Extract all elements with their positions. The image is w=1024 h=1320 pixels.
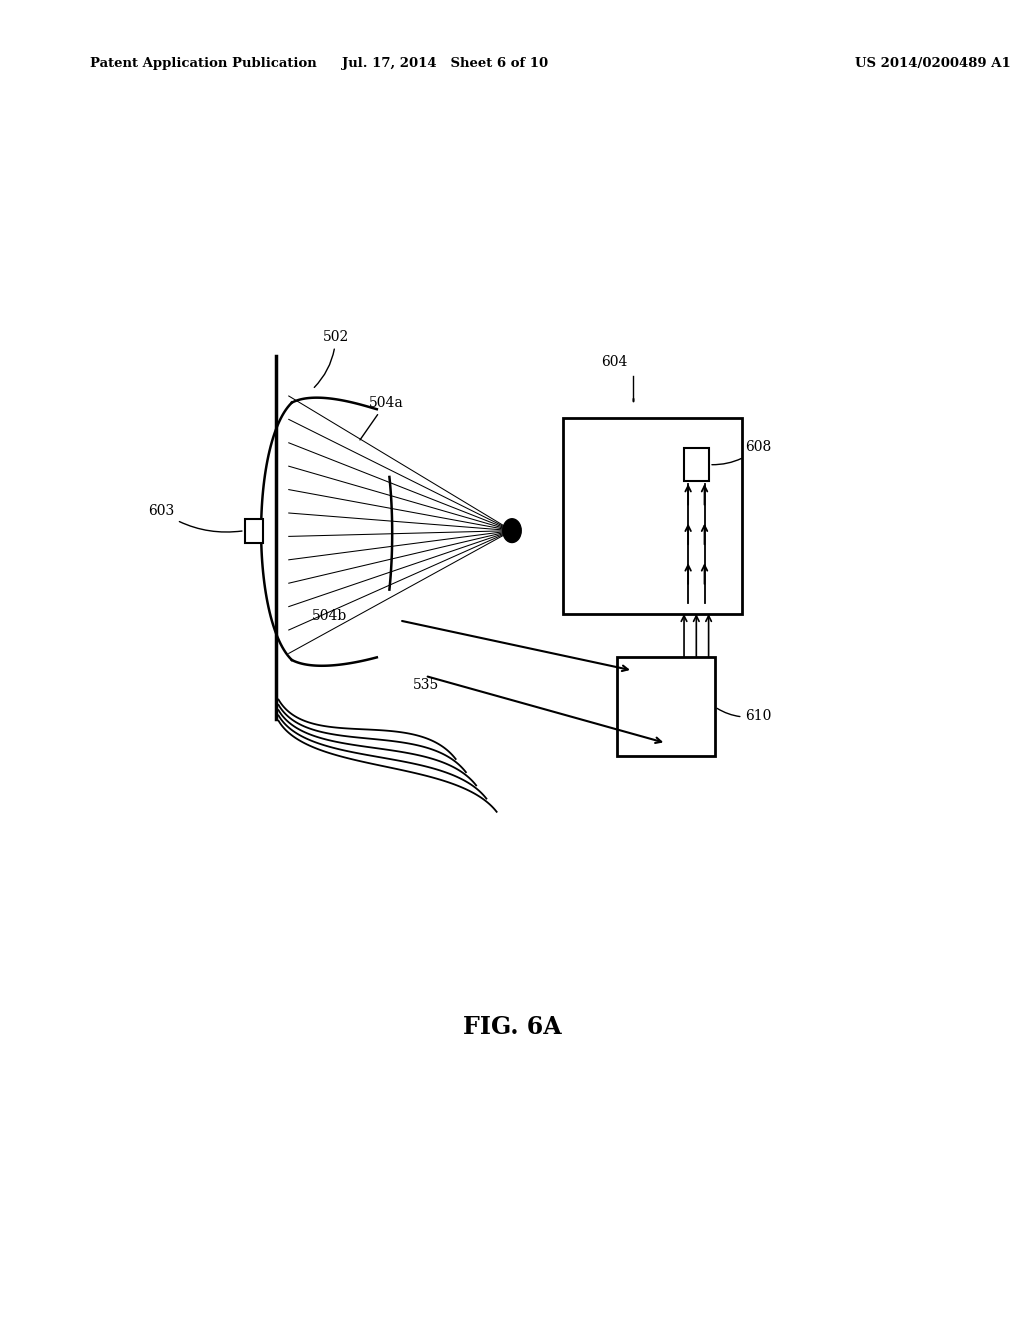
Text: 610: 610 bbox=[717, 709, 772, 723]
Text: 608: 608 bbox=[712, 441, 771, 465]
Bar bbox=[563, 418, 742, 614]
Bar bbox=[245, 519, 263, 543]
Text: 504b: 504b bbox=[312, 610, 347, 623]
Text: FIG. 6A: FIG. 6A bbox=[463, 1015, 561, 1039]
Circle shape bbox=[503, 519, 521, 543]
Text: Patent Application Publication: Patent Application Publication bbox=[90, 57, 316, 70]
Text: 604: 604 bbox=[601, 355, 628, 368]
Text: 502: 502 bbox=[314, 330, 349, 388]
Text: US 2014/0200489 A1: US 2014/0200489 A1 bbox=[855, 57, 1011, 70]
Text: 504a: 504a bbox=[360, 396, 403, 440]
Bar bbox=[617, 657, 715, 756]
Text: 535: 535 bbox=[413, 678, 439, 692]
Bar bbox=[684, 447, 710, 480]
Text: 603: 603 bbox=[147, 504, 242, 532]
Text: Jul. 17, 2014   Sheet 6 of 10: Jul. 17, 2014 Sheet 6 of 10 bbox=[342, 57, 549, 70]
